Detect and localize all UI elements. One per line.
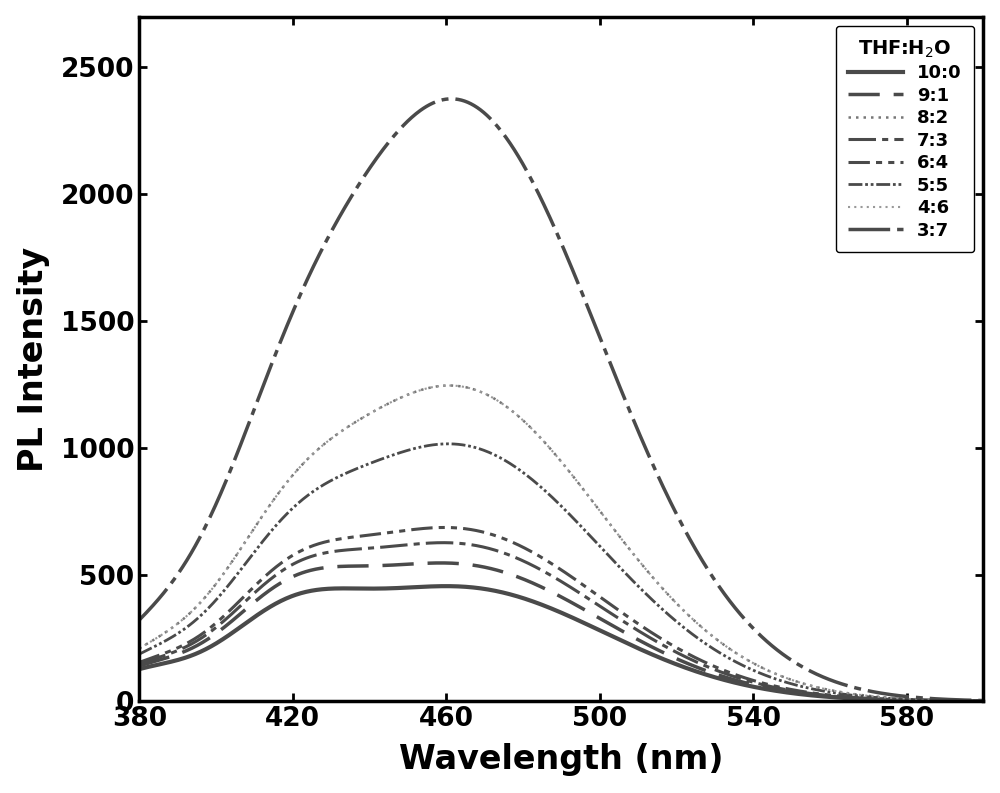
X-axis label: Wavelength (nm): Wavelength (nm) [399, 743, 724, 776]
Legend: 10:0, 9:1, 8:2, 7:3, 6:4, 5:5, 4:6, 3:7: 10:0, 9:1, 8:2, 7:3, 6:4, 5:5, 4:6, 3:7 [836, 25, 974, 252]
Y-axis label: PL Intensity: PL Intensity [17, 247, 50, 472]
